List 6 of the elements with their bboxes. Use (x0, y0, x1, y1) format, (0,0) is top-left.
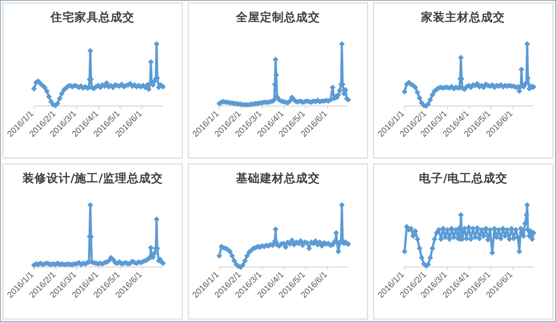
chart-title: 家装主材总成交 (420, 10, 506, 24)
chart-title: 装修设计/施工/监理总成交 (21, 171, 163, 185)
chart-title: 基础建材总成交 (234, 171, 320, 185)
chart-title: 全屋定制总成交 (234, 10, 320, 24)
chart-title: 住宅家具总成交 (50, 10, 135, 24)
chart-title: 电子/电工总成交 (419, 171, 508, 185)
